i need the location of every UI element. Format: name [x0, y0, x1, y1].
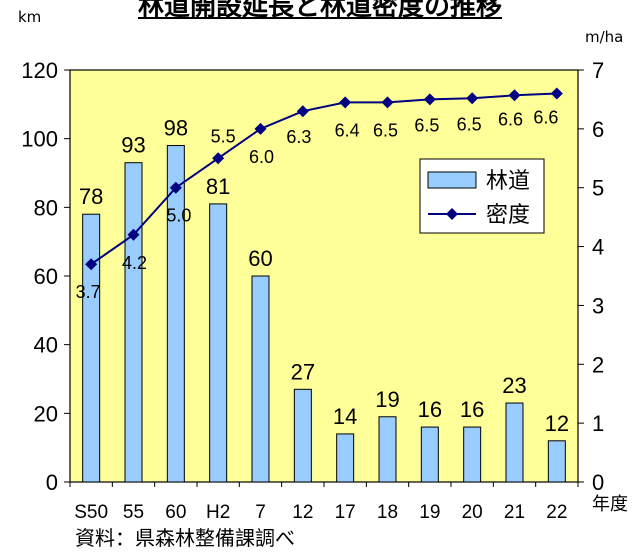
- density-value-label: 6.4: [335, 120, 360, 140]
- bar-value-label: 16: [418, 397, 442, 422]
- density-value-label: 6.0: [249, 147, 274, 167]
- x-axis-tick-label: 55: [123, 502, 144, 523]
- left-axis-tick-label: 20: [34, 401, 58, 426]
- left-axis-tick-label: 60: [34, 264, 58, 289]
- density-point-20: [466, 92, 479, 105]
- x-axis-tick-label: 17: [335, 502, 356, 523]
- density-point-12: [296, 105, 309, 118]
- bar-12: [293, 388, 312, 483]
- right-axis-tick-label: 7: [592, 58, 604, 83]
- density-point-22: [550, 87, 563, 100]
- density-value-label: 6.6: [498, 109, 523, 129]
- density-line: [90, 92, 557, 266]
- density-value-label: 6.3: [286, 127, 311, 147]
- bar-55: [124, 162, 143, 483]
- left-axis-tick-label: 100: [21, 127, 58, 152]
- bar-value-label: 60: [248, 246, 272, 271]
- bar-18: [378, 416, 397, 483]
- bar-60: [166, 145, 185, 483]
- right-axis-tick-label: 5: [592, 176, 604, 201]
- bar-value-label: 93: [121, 133, 145, 158]
- legend-bar-swatch: [427, 171, 477, 189]
- bar-value-label: 98: [164, 116, 188, 141]
- density-point-17: [339, 96, 352, 109]
- density-point-19: [423, 93, 436, 106]
- density-value-label: 5.0: [166, 206, 191, 226]
- right-axis-tick-label: 6: [592, 117, 604, 142]
- left-axis-tick-label: 0: [46, 470, 58, 495]
- bar-21: [505, 402, 524, 483]
- right-axis-unit: m/ha: [585, 28, 624, 46]
- x-axis-tick-label: 7: [255, 502, 266, 523]
- bar-value-label: 16: [460, 397, 484, 422]
- x-axis-tick-label: S50: [74, 502, 108, 523]
- legend-diamond-icon: [446, 208, 458, 220]
- density-point-7: [254, 122, 267, 135]
- density-point-S50: [85, 258, 98, 271]
- bar-H2: [209, 203, 228, 483]
- left-axis-tick-label: 120: [21, 58, 58, 83]
- x-axis-label: 年度: [592, 494, 628, 514]
- legend-box: [419, 158, 545, 234]
- right-axis-tick-label: 1: [592, 411, 604, 436]
- right-axis-tick-label: 4: [592, 235, 604, 260]
- bar-value-label: 23: [502, 373, 526, 398]
- x-axis-tick-label: 60: [165, 502, 186, 523]
- right-axis-tick-label: 2: [592, 352, 604, 377]
- density-point-H2: [212, 152, 225, 165]
- density-value-label: 5.5: [211, 126, 236, 146]
- x-axis-tick-label: 12: [292, 502, 313, 523]
- left-axis-tick-label: 40: [34, 333, 58, 358]
- density-value-label: 3.7: [76, 282, 101, 302]
- density-point-55: [127, 228, 140, 241]
- x-axis-tick-label: 21: [504, 502, 525, 523]
- density-point-18: [381, 96, 394, 109]
- bar-value-label: 81: [206, 174, 230, 199]
- x-axis-tick-label: 22: [546, 502, 567, 523]
- bar-19: [420, 426, 439, 483]
- bar-S50: [82, 213, 101, 483]
- density-value-label: 6.6: [533, 108, 558, 128]
- x-axis-tick-label: H2: [206, 502, 230, 523]
- bar-7: [251, 275, 270, 483]
- bar-22: [547, 440, 566, 483]
- right-axis-tick-label: 3: [592, 293, 604, 318]
- legend-line-label: 密度: [486, 202, 530, 227]
- bar-value-label: 27: [291, 359, 315, 384]
- bar-20: [463, 426, 482, 483]
- source-note: 資料：県森林整備課調べ: [75, 526, 295, 550]
- right-axis-tick-label: 0: [592, 470, 604, 495]
- density-point-21: [508, 89, 521, 102]
- plot-area: [69, 69, 579, 483]
- chart-title: 林道開設延長と林道密度の推移: [137, 0, 502, 22]
- bar-value-label: 14: [333, 404, 357, 429]
- bar-17: [336, 433, 355, 483]
- density-point-60: [169, 181, 182, 194]
- bar-value-label: 12: [545, 411, 569, 436]
- density-value-label: 6.5: [414, 115, 439, 135]
- density-value-label: 6.5: [373, 120, 398, 140]
- density-value-label: 4.2: [122, 253, 147, 273]
- x-axis-tick-label: 20: [462, 502, 483, 523]
- legend-bar-label: 林道: [486, 168, 530, 193]
- left-axis-unit: km: [18, 8, 42, 26]
- x-axis-tick-label: 19: [419, 502, 440, 523]
- bar-value-label: 19: [375, 387, 399, 412]
- left-axis-tick-label: 80: [34, 195, 58, 220]
- density-value-label: 6.5: [457, 114, 482, 134]
- x-axis-tick-label: 18: [377, 502, 398, 523]
- bar-value-label: 78: [79, 184, 103, 209]
